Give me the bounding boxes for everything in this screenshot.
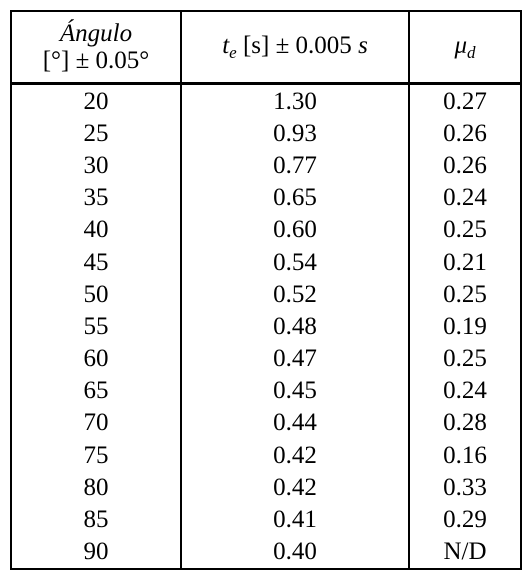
table-row: 65 0.45 0.24 [10,374,522,407]
table-cell: 0.65 [180,181,410,214]
table-cell: 0.41 [180,503,410,536]
table-cell: 0.54 [180,245,410,279]
table-cell: 0.25 [408,213,522,246]
table-body: 20 1.30 0.27 25 0.93 0.26 30 0.77 0.26 35 0.65 0.24… [10,83,522,569]
header-cell: Ángulo [°] ± 0.05° [10,10,182,85]
data-table: Ángulo [°] ± 0.05° te [s] ± 0.005 s μd 2… [10,10,522,570]
table-cell: 55 [10,310,182,343]
table-cell: 70 [10,406,182,440]
header-text: s [358,32,368,59]
table-row: 30 0.77 0.26 [10,149,522,182]
table-cell: 0.24 [408,374,522,407]
header-text: [°] ± 0.05° [42,47,150,74]
header-text: t [222,32,230,59]
table-row: 20 1.30 0.27 [10,83,522,118]
header-cell: te [s] ± 0.005 s [180,10,410,85]
table-cell: 0.60 [180,213,410,246]
table-row: 80 0.42 0.33 [10,471,522,504]
table-row: 35 0.65 0.24 [10,181,522,214]
table-cell: N/D [408,535,522,569]
table-row: 50 0.52 0.25 [10,278,522,311]
table-cell: 0.44 [180,406,410,440]
table-row: 45 0.54 0.21 [10,245,522,279]
table-cell: 0.33 [408,471,522,504]
table-row: 85 0.41 0.29 [10,503,522,536]
table-cell: 0.42 [180,439,410,472]
table-cell: 0.21 [408,245,522,279]
table-cell: 0.45 [180,374,410,407]
table-cell: 0.93 [180,117,410,150]
table-cell: 65 [10,374,182,407]
header-text: [s] ± 0.005 [242,32,352,59]
header-row: Ángulo [°] ± 0.05° te [s] ± 0.005 s μd [10,10,522,85]
table-cell: 0.27 [408,83,522,118]
table-cell: 0.26 [408,117,522,150]
table-cell: 30 [10,149,182,182]
table-row: 75 0.42 0.16 [10,439,522,472]
table-row: 60 0.47 0.25 [10,342,522,375]
table-cell: 0.25 [408,278,522,311]
table-cell: 0.52 [180,278,410,311]
table-cell: 0.24 [408,181,522,214]
table-cell: 75 [10,439,182,472]
header-subscript: e [229,43,237,62]
table-cell: 0.42 [180,471,410,504]
table-cell: 1.30 [180,83,410,118]
header-cell: μd [408,10,522,85]
table-cell: 60 [10,342,182,375]
table-cell: 0.26 [408,149,522,182]
table-cell: 90 [10,535,182,569]
table-cell: 25 [10,117,182,150]
table-cell: 35 [10,181,182,214]
table-cell: 0.25 [408,342,522,375]
table-row: 90 0.40 N/D [10,535,522,569]
table-cell: 45 [10,245,182,279]
table-row: 40 0.60 0.25 [10,213,522,246]
table-row: 70 0.44 0.28 [10,406,522,440]
table-cell: 0.16 [408,439,522,472]
table-header: Ángulo [°] ± 0.05° te [s] ± 0.005 s μd [10,10,522,85]
table-cell: 50 [10,278,182,311]
table-cell: 20 [10,83,182,118]
table-cell: 0.29 [408,503,522,536]
table-cell: 0.40 [180,535,410,569]
table-cell: 0.77 [180,149,410,182]
table-cell: 0.19 [408,310,522,343]
table-row: 55 0.48 0.19 [10,310,522,343]
header-text: Ángulo [59,19,133,47]
table-cell: 0.28 [408,406,522,440]
table-cell: 80 [10,471,182,504]
header-text: μ [454,32,468,59]
table-cell: 0.47 [180,342,410,375]
table-cell: 0.48 [180,310,410,343]
table-cell: 85 [10,503,182,536]
table-cell: 40 [10,213,182,246]
table-row: 25 0.93 0.26 [10,117,522,150]
header-subscript: d [467,43,476,62]
